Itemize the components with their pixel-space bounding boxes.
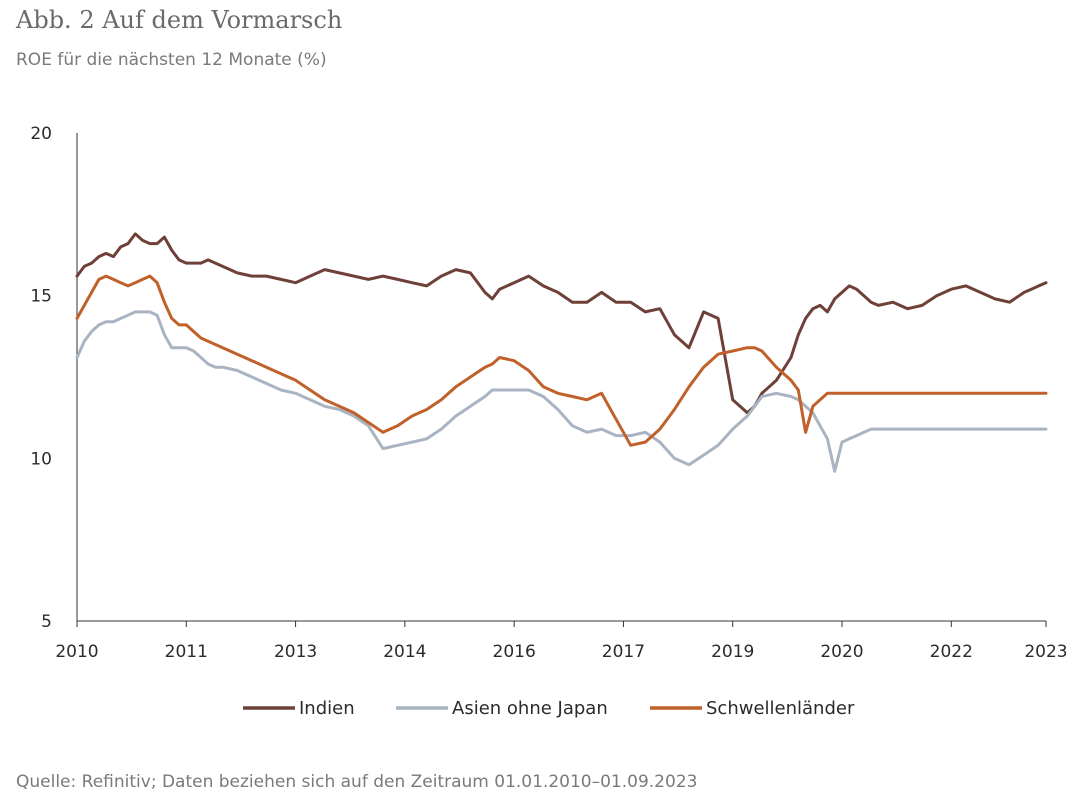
line-chart: 5 10 15 20 2010 2011 2013 2014 2016 2017 2019 2020… [30,124,1068,719]
series-line-1 [75,310,1048,473]
chart-title: Abb. 2 Auf dem Vormarsch [16,6,343,34]
series-line-0 [75,232,1048,415]
y-tick-label: 15 [30,287,52,307]
legend-label-1: Asien ohne Japan [452,698,608,719]
x-tick-label: 2011 [165,642,208,662]
y-axis: 5 10 15 20 [30,124,78,632]
x-tick-label: 2022 [930,642,973,662]
x-tick-label: 2019 [711,642,754,662]
x-tick-label: 2014 [383,642,426,662]
legend-label-0: Indien [299,698,355,719]
y-tick-label: 20 [30,124,52,144]
x-tick-label: 2010 [55,642,98,662]
x-tick-label: 2016 [493,642,536,662]
legend: Indien Asien ohne Japan Schwellenländer [243,698,855,719]
series-layer [75,232,1048,473]
x-tick-label: 2023 [1024,642,1067,662]
legend-label-2: Schwellenländer [706,698,855,719]
x-tick-label: 2020 [820,642,863,662]
y-tick-label: 10 [30,449,52,469]
series-line-2 [75,274,1048,447]
x-axis: 2010 2011 2013 2014 2016 2017 2019 2020 2022 2023 [55,620,1068,662]
y-tick-label: 5 [41,612,52,632]
x-tick-label: 2013 [274,642,317,662]
chart-subtitle: ROE für die nächsten 12 Monate (%) [16,50,327,70]
x-tick-label: 2017 [602,642,645,662]
source-note: Quelle: Refinitiv; Daten beziehen sich a… [16,772,698,792]
